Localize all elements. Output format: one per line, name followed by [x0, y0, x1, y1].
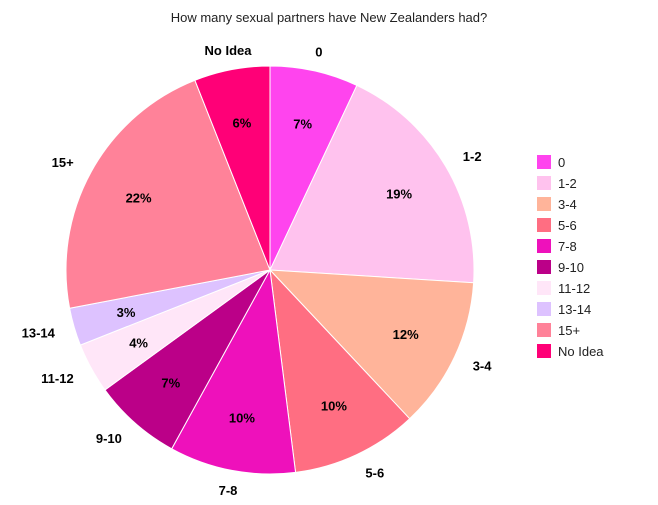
category-labels: 0 1-2 3-4 5-6 7-8 9-10 11-12 13-14 15+ No Idea [22, 43, 493, 498]
legend-swatch-15 [537, 323, 551, 337]
pie-category-label-11-12: 11-12 [41, 371, 74, 386]
legend-label-no-idea: No Idea [558, 344, 604, 359]
pie-category-label-15: 15+ [52, 155, 74, 170]
pie-percent-label-13-14: 3% [117, 305, 136, 320]
legend-swatch-9-10 [537, 260, 551, 274]
legend-swatch-no-idea [537, 344, 551, 358]
pie-category-label-0: 0 [315, 44, 322, 59]
legend-label-11-12: 11-12 [558, 281, 590, 296]
pie-slice-15 [65, 79, 271, 309]
pie-category-label-9-10: 9-10 [96, 431, 122, 446]
legend-label-0: 0 [558, 155, 565, 170]
pie-slice-3-4 [268, 269, 475, 420]
pie-category-label-3-4: 3-4 [473, 358, 493, 373]
pie-percent-label-1-2: 19% [386, 187, 412, 202]
legend-label-5-6: 5-6 [558, 218, 577, 233]
percent-labels: 7% 19% 12% 10% 10% 7% 4% 3% 22% 6% [117, 116, 420, 426]
legend: 0 1-2 3-4 5-6 7-8 9-10 11-12 13-14 15+ No Idea [537, 155, 604, 359]
pie-category-label-13-14: 13-14 [22, 326, 56, 341]
pie-percent-label-9-10: 7% [161, 376, 180, 391]
legend-label-3-4: 3-4 [558, 197, 577, 212]
pie-percent-label-5-6: 10% [321, 399, 347, 414]
pie-category-label-5-6: 5-6 [365, 466, 384, 481]
legend-label-7-8: 7-8 [558, 239, 577, 254]
pie-percent-label-7-8: 10% [229, 410, 255, 425]
legend-swatch-0 [537, 155, 551, 169]
pie-slices [65, 65, 475, 475]
pie-percent-label-no-idea: 6% [233, 116, 252, 131]
legend-swatch-7-8 [537, 239, 551, 253]
legend-swatch-3-4 [537, 197, 551, 211]
legend-label-1-2: 1-2 [558, 176, 577, 191]
legend-swatch-5-6 [537, 218, 551, 232]
pie-slice-1-2 [269, 84, 475, 284]
pie-percent-label-0: 7% [293, 117, 312, 132]
legend-swatch-1-2 [537, 176, 551, 190]
legend-label-13-14: 13-14 [558, 302, 591, 317]
pie-percent-label-15: 22% [126, 191, 152, 206]
legend-label-15: 15+ [558, 323, 580, 338]
pie-category-label-7-8: 7-8 [219, 483, 238, 498]
pie-percent-label-3-4: 12% [393, 327, 419, 342]
pie-slice-7-8 [171, 268, 297, 475]
chart-title: How many sexual partners have New Zealan… [171, 10, 488, 25]
pie-category-label-1-2: 1-2 [463, 149, 482, 164]
pie-percent-label-11-12: 4% [129, 335, 148, 350]
legend-swatch-13-14 [537, 302, 551, 316]
pie-slice-no-idea [194, 65, 271, 271]
pie-category-label-no-idea: No Idea [205, 43, 253, 58]
pie-slice-5-6 [269, 268, 411, 473]
legend-swatch-11-12 [537, 281, 551, 295]
legend-label-9-10: 9-10 [558, 260, 584, 275]
